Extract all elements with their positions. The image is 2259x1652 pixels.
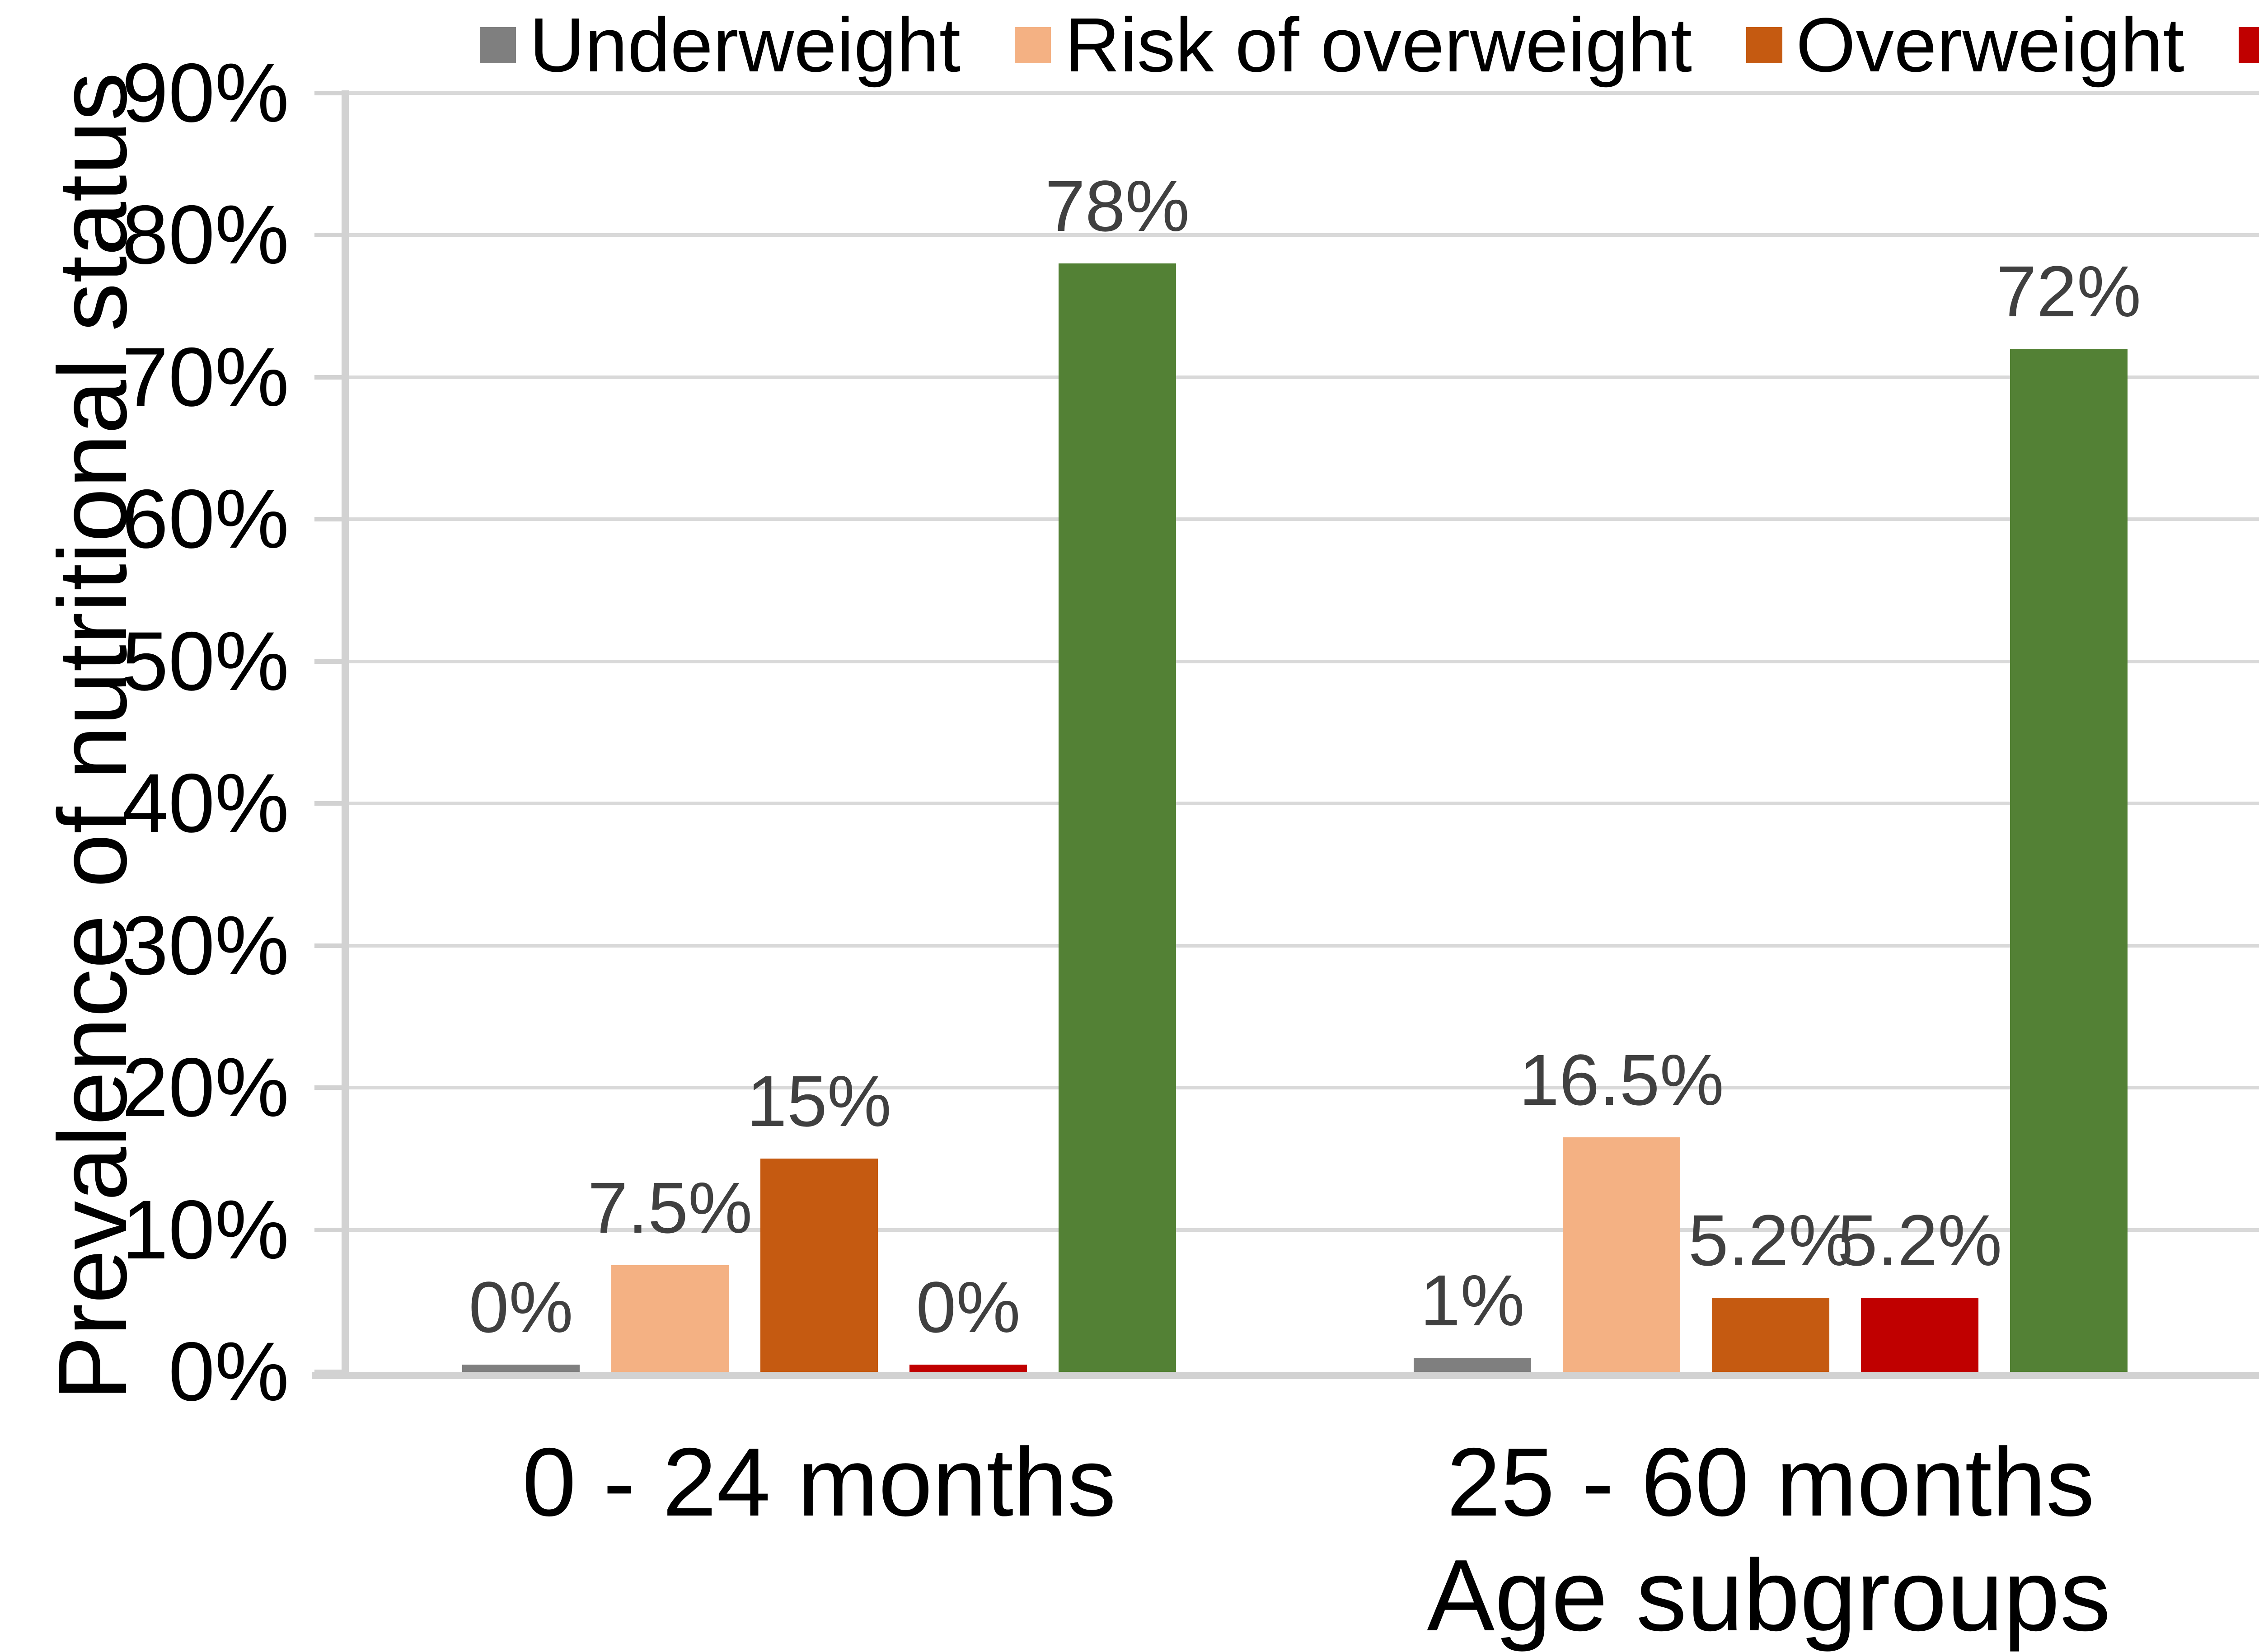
legend-swatch-underweight [479,27,516,63]
y-axis-tick-20 [314,1085,349,1090]
bar-risk-of-overweight-0-24-months [611,1265,729,1372]
y-axis-tick-label-40: 40% [122,757,289,850]
x-axis-line [312,1372,2259,1379]
y-axis-tick-30 [314,943,349,948]
bar-obesity-25-60-months [1861,1298,1978,1372]
y-axis-tick-50 [314,659,349,664]
bar-obesity-0-24-months [909,1365,1027,1372]
data-label-overweight-25-60-months: 5.2% [1688,1200,1853,1281]
y-axis-tick-label-0: 0% [168,1325,289,1418]
gridline-60 [348,517,2259,521]
y-axis-tick-40 [314,801,349,806]
data-label-obesity-0-24-months: 0% [916,1267,1021,1347]
legend-item-underweight: Underweight [479,2,961,88]
data-label-risk-of-overweight-25-60-months: 16.5% [1519,1039,1724,1120]
data-label-underweight-0-24-months: 0% [469,1267,573,1347]
gridline-10 [348,1228,2259,1232]
y-axis-tick-label-80: 80% [122,188,289,282]
y-axis-tick-label-20: 20% [122,1041,289,1135]
y-axis-tick-label-10: 10% [122,1183,289,1277]
legend-item-overweight: Overweight [1746,2,2184,88]
y-axis-tick-label-90: 90% [122,47,289,140]
data-label-overweight-0-24-months: 15% [746,1061,892,1141]
data-label-obesity-25-60-months: 5.2% [1837,1200,2002,1281]
bar-overweight-25-60-months [1712,1298,1829,1372]
x-category-label-25-60-months: 25 - 60 months [1446,1427,2095,1536]
bar-risk-of-overweight-25-60-months [1563,1137,1680,1372]
y-axis-tick-90 [314,91,349,95]
legend-swatch-risk-of-overweight [1015,27,1051,63]
bar-underweight-0-24-months [462,1365,580,1372]
plot-area: 0%7.5%15%0%78%1%16.5%5.2%5.2%72%2.2%0%20… [348,91,2259,1372]
y-axis-tick-label-70: 70% [122,330,289,424]
y-axis-tick-80 [314,233,349,238]
data-label-underweight-25-60-months: 1% [1420,1260,1525,1341]
legend-swatch-overweight [1746,27,1782,63]
bar-normal-bmi-0-24-months [1059,263,1176,1372]
legend-label-underweight: Underweight [529,2,961,88]
gridline-70 [348,375,2259,379]
legend-label-overweight: Overweight [1795,2,2184,88]
data-label-normal-bmi-0-24-months: 78% [1045,165,1190,246]
data-label-risk-of-overweight-0-24-months: 7.5% [587,1167,753,1248]
bar-normal-bmi-25-60-months [2010,349,2128,1372]
bar-overweight-0-24-months [760,1159,878,1372]
y-axis-tick-label-30: 30% [122,899,289,992]
chart-legend: Underweight Risk of overweight Overweight O… [348,0,2259,90]
legend-item-obesity: Obesity [2238,2,2259,88]
legend-swatch-obesity [2238,27,2259,63]
legend-item-risk-of-overweight: Risk of overweight [1015,2,1692,88]
y-axis-tick-0 [314,1370,349,1374]
y-axis-line [342,90,349,1379]
y-axis-tick-label-50: 50% [122,615,289,708]
y-axis-tick-70 [314,375,349,380]
gridline-40 [348,802,2259,806]
y-axis-tick-60 [314,517,349,522]
gridline-90 [348,91,2259,95]
legend-label-risk-of-overweight: Risk of overweight [1064,2,1692,88]
gridline-80 [348,233,2259,237]
gridline-30 [348,943,2259,948]
y-axis-tick-label-60: 60% [122,473,289,566]
gridline-20 [348,1086,2259,1090]
gridline-50 [348,659,2259,663]
y-axis-tick-10 [314,1227,349,1232]
x-axis-title: Age subgroups [1427,1538,2111,1652]
bar-underweight-25-60-months [1414,1358,1531,1372]
data-label-normal-bmi-25-60-months: 72% [1996,251,2142,332]
x-category-label-0-24-months: 0 - 24 months [522,1427,1116,1536]
